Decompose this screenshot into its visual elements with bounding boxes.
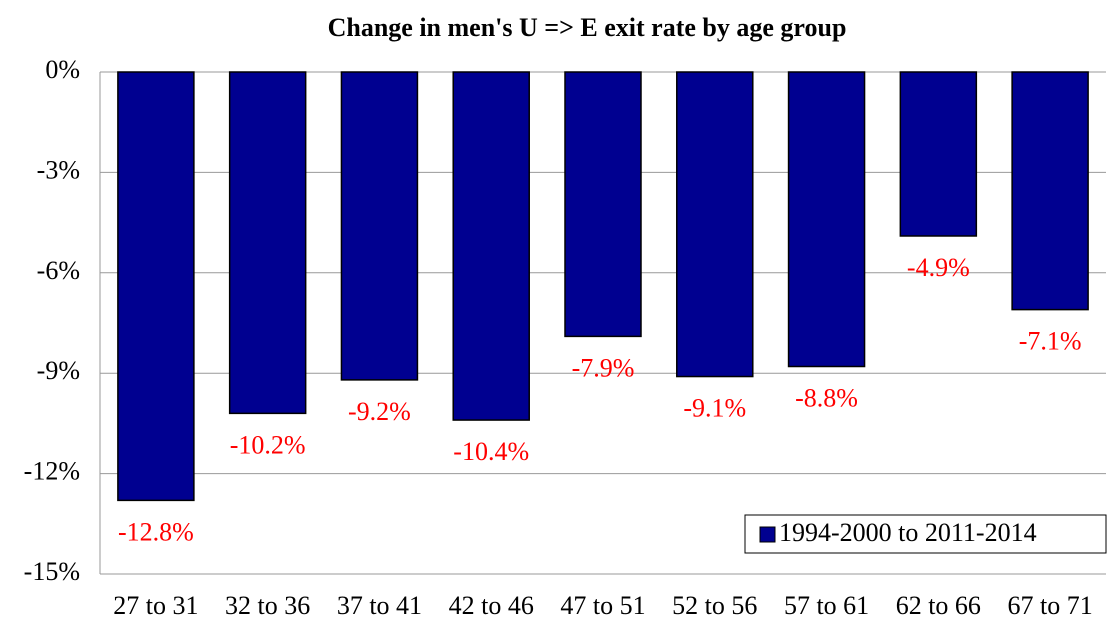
- x-tick-label: 37 to 41: [337, 591, 422, 620]
- bar: [340, 71, 419, 381]
- x-tick-label: 47 to 51: [560, 591, 645, 620]
- bar: [676, 71, 754, 378]
- bar: [452, 71, 530, 421]
- value-label: -8.8%: [795, 383, 858, 412]
- legend-swatch: [759, 526, 776, 543]
- x-tick-label: 57 to 61: [784, 591, 869, 620]
- value-label: -10.4%: [453, 437, 529, 466]
- x-tick-label: 27 to 31: [113, 591, 198, 620]
- x-tick-label: 42 to 46: [449, 591, 534, 620]
- bar: [1011, 71, 1089, 311]
- chart-title: Change in men's U => E exit rate by age …: [328, 13, 847, 42]
- legend: 1994-2000 to 2011-2014: [744, 514, 1107, 554]
- value-label: -12.8%: [118, 517, 194, 546]
- legend-label: 1994-2000 to 2011-2014: [779, 518, 1037, 547]
- value-label: -9.1%: [683, 394, 746, 423]
- y-tick-label: -6%: [37, 256, 80, 285]
- value-label: -4.9%: [907, 253, 970, 282]
- y-tick-label: 0%: [45, 55, 80, 84]
- x-tick-label: 52 to 56: [672, 591, 757, 620]
- value-label: -10.2%: [230, 430, 306, 459]
- x-tick-label: 67 to 71: [1007, 591, 1092, 620]
- y-tick-label: -12%: [24, 457, 80, 486]
- value-label: -7.9%: [572, 353, 635, 382]
- legend-box: [744, 514, 1107, 554]
- bar: [899, 71, 978, 237]
- x-tick-label: 32 to 36: [225, 591, 310, 620]
- value-label: -7.1%: [1019, 327, 1082, 356]
- value-label: -9.2%: [348, 397, 411, 426]
- y-tick-label: -15%: [24, 557, 80, 586]
- bar: [117, 71, 195, 502]
- bar: [564, 71, 642, 338]
- y-tick-label: -9%: [37, 356, 80, 385]
- bar: [787, 71, 866, 368]
- x-tick-label: 62 to 66: [896, 591, 981, 620]
- bar: [228, 71, 307, 415]
- y-tick-label: -3%: [37, 155, 80, 184]
